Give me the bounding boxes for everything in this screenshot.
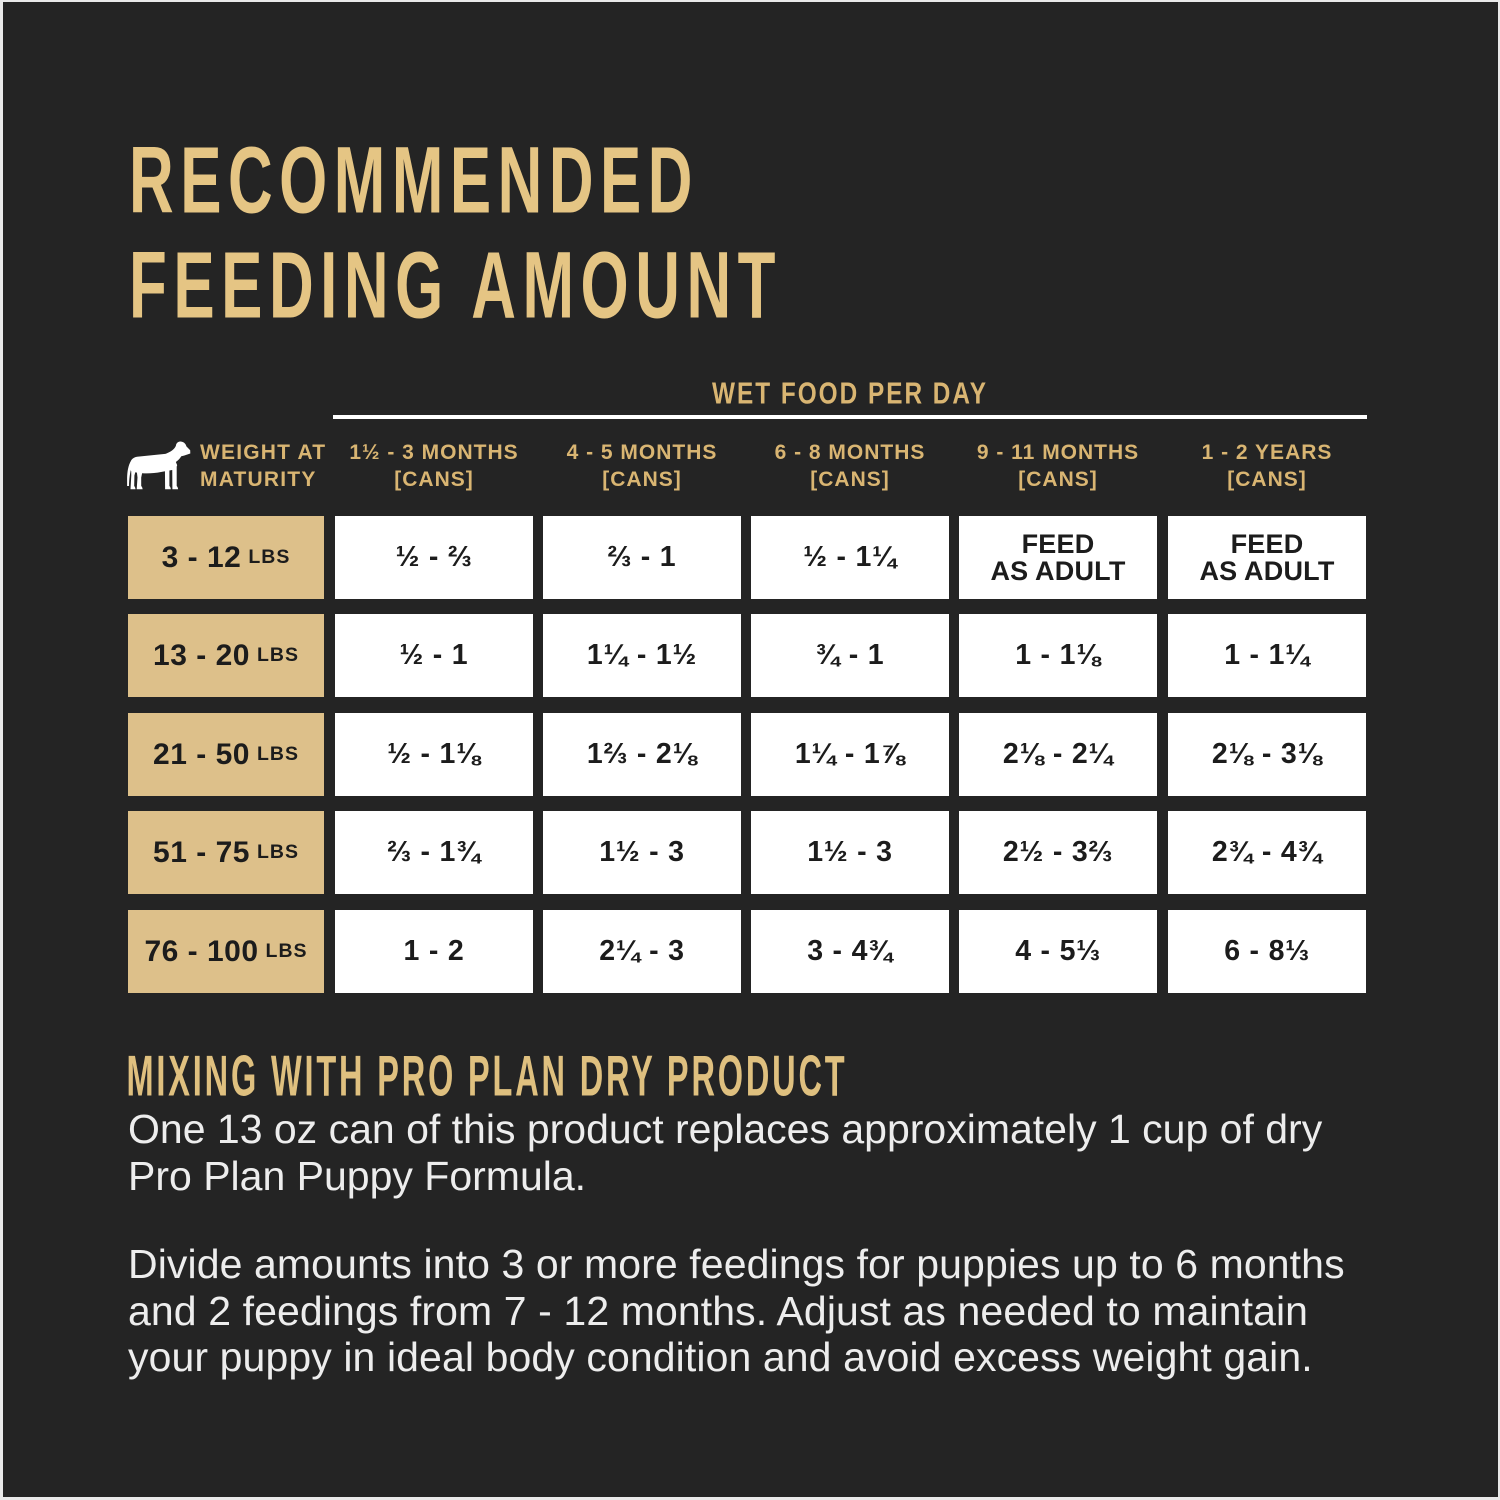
svg-text:RECOMMENDED: RECOMMENDED [130, 128, 699, 234]
svg-text:WET FOOD PER DAY: WET FOOD PER DAY [712, 377, 988, 411]
svg-text:FEEDING AMOUNT: FEEDING AMOUNT [130, 233, 782, 339]
svg-text:MIXING WITH PRO PLAN DRY PRODU: MIXING WITH PRO PLAN DRY PRODUCT [128, 1044, 847, 1108]
